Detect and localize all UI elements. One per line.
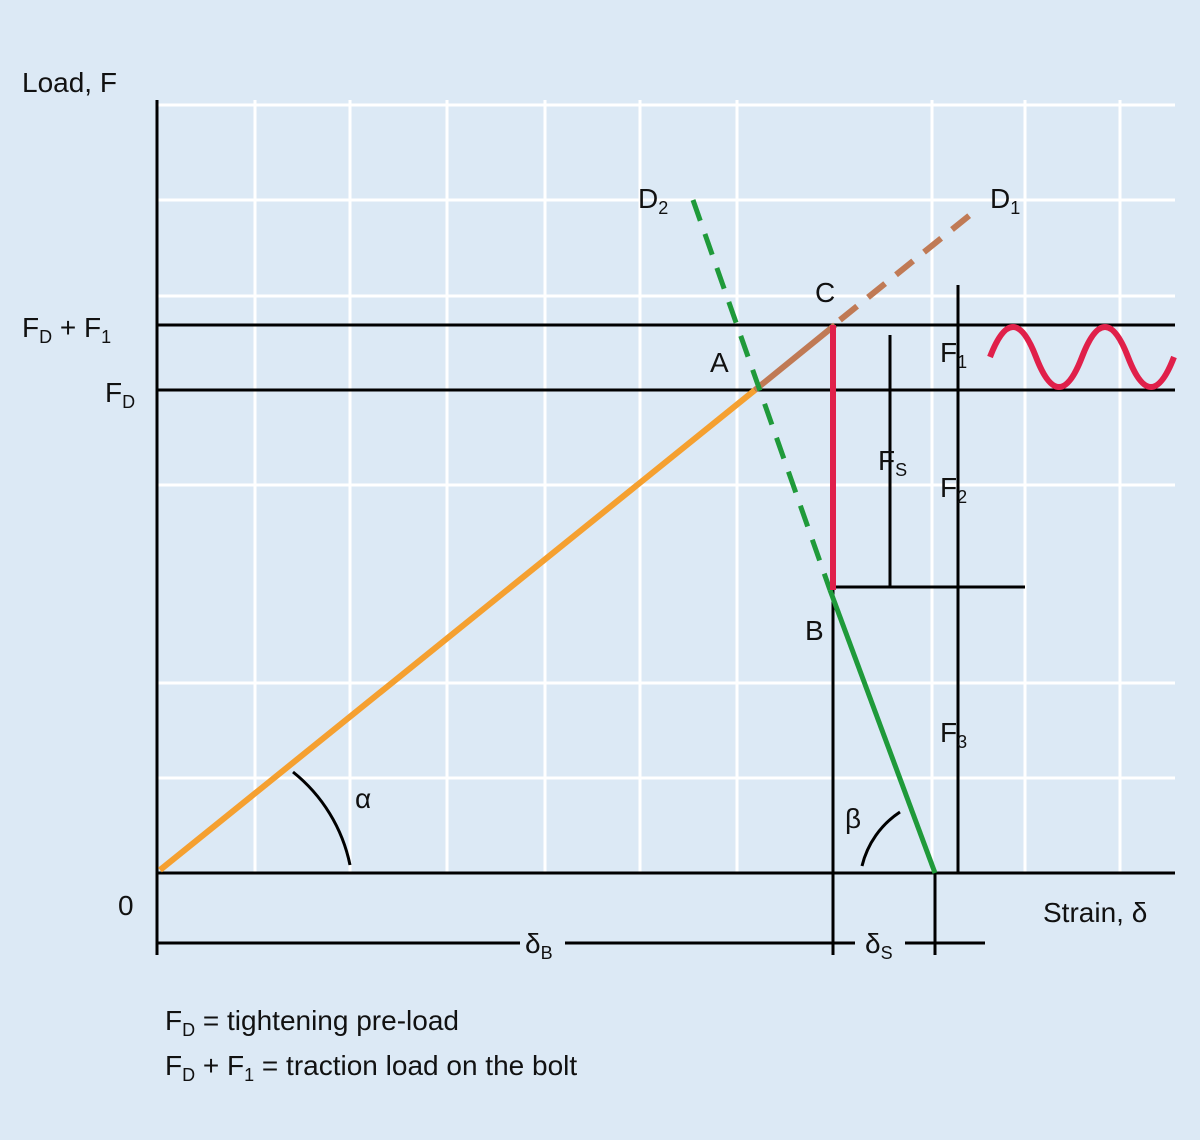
subscript: S [881,943,893,963]
label-text: C [815,277,835,308]
label-text: δ [865,928,881,959]
diagram-label: δB [525,928,553,963]
bolt-line [158,387,757,873]
label-text: F [165,1005,182,1036]
d1-dashed [838,212,972,323]
diagram-label: Load, F [22,67,117,98]
label-text: F [878,445,895,476]
label-text: + F [52,312,101,343]
subscript: S [895,460,907,480]
diagram-label: D1 [990,183,1020,218]
diagram-label: F1 [940,337,967,372]
subscript: B [541,943,553,963]
subscript: 1 [957,352,967,372]
subscript: 3 [957,732,967,752]
label-text: F [22,312,39,343]
subscript: D [39,327,52,347]
label-text: D [990,183,1010,214]
diagram-label: β [845,803,861,834]
subscript: 1 [101,327,111,347]
diagram-label: A [710,347,729,378]
subscript: D [122,392,135,412]
diagram-label: B [805,615,824,646]
diagram-label: FD [105,377,135,412]
legend-line: FD = tightening pre-load [165,1005,459,1040]
diagram-label: FD + F1 [22,312,111,347]
label-text: F [940,717,957,748]
diagram-label: C [815,277,835,308]
label-text: + F [195,1050,244,1081]
label-text: Load, F [22,67,117,98]
label-text: B [805,615,824,646]
diagram-label: 0 [118,890,134,921]
label-text: F [940,472,957,503]
subscript: 2 [658,198,668,218]
legend-line: FD + F1 = traction load on the bolt [165,1050,577,1085]
subscript: D [182,1065,195,1085]
joint-line [827,589,938,874]
label-text: δ [525,928,541,959]
subscript: 2 [957,487,967,507]
label-text: = traction load on the bolt [254,1050,577,1081]
diagram-label: Strain, δ [1043,897,1147,928]
diagram-label: α [355,783,371,814]
label-text: F [165,1050,182,1081]
label-text: F [940,337,957,368]
label-text: Strain, δ [1043,897,1147,928]
subscript: D [182,1020,195,1040]
diagram-label: FS [878,445,907,480]
label-text: = tightening pre-load [195,1005,459,1036]
bolt-line-extension [753,322,837,393]
d2-dashed [690,199,833,591]
axes [155,100,1175,955]
label-text: A [710,347,729,378]
load-wave [987,324,1177,390]
diagram-label: F2 [940,472,967,507]
diagram-label: F3 [940,717,967,752]
label-text: D [638,183,658,214]
label-text: β [845,803,861,834]
subscript: 1 [1010,198,1020,218]
label-text: α [355,783,371,814]
label-text: 0 [118,890,134,921]
diagram-label: D2 [638,183,668,218]
label-text: F [105,377,122,408]
subscript: 1 [244,1065,254,1085]
diagram-label: δS [865,928,893,963]
